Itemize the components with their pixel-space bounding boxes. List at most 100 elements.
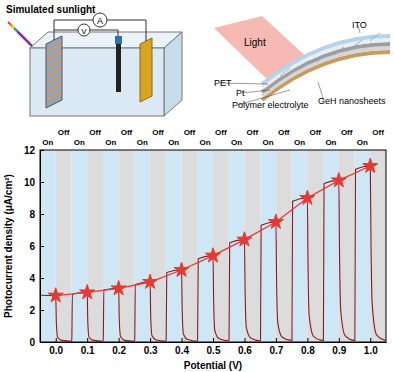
series-marker [174,262,189,276]
series-marker [48,288,63,302]
region-band [87,150,103,342]
series-marker [205,248,220,262]
device-layer [262,36,390,84]
ito-grid [334,47,344,55]
region-label: On [231,138,242,147]
region-label: Off [121,128,133,137]
photoanode-dot [54,78,57,81]
x-tick: 0.6 [238,338,252,356]
region-band [292,150,308,342]
y-tick: 4 [29,273,44,284]
x-tick-mark [56,338,57,342]
x-tick-label: 0.4 [175,345,189,356]
y-axis-title: Photocurrent density (μA/cm²) [3,174,14,318]
x-axis-title: Potential (V) [184,360,242,371]
x-tick-label: 0.7 [269,345,283,356]
x-tick: 1.0 [364,338,378,356]
x-tick: 0.0 [49,338,63,356]
region-label: On [262,138,273,147]
y-tick-label: 8 [29,209,35,220]
light-label: Light [244,37,266,48]
photoelectrochemical-cell: Simulated sunlightAV [6,4,182,116]
region-label: On [105,138,116,147]
x-tick-label: 0.3 [144,345,158,356]
y-tick: 12 [24,145,44,156]
series-marker [111,281,126,295]
y-tick-mark [40,246,44,247]
y-tick-mark [40,214,44,215]
x-tick: 0.4 [175,338,189,356]
region-band [103,150,119,342]
region-label: On [74,138,85,147]
region-band [56,150,72,342]
photoanode-dot [59,76,62,79]
photoanode-dot [49,57,52,60]
y-tick: 0 [29,337,44,348]
x-axis-line [41,342,387,343]
ito-grid [298,61,308,69]
region-label: Off [89,128,101,137]
photoanode-dot [54,62,57,65]
region-band [197,150,213,342]
voltmeter [78,24,90,36]
photoanode-dot [59,84,62,87]
flexible-device: LightITOPETPtPolymer electrolyteGeH nano… [214,16,390,110]
photoanode-dot [49,97,52,100]
series-marker [268,214,283,228]
voltmeter-label: V [81,27,87,36]
photoanode-dot [59,52,62,55]
region-band [150,150,166,342]
series-marker [237,232,252,246]
y-tick-mark [40,278,44,279]
x-tick-label: 0.9 [332,345,346,356]
layer-label: GeH nanosheets [318,96,386,106]
region-label: Off [247,128,259,137]
x-tick-mark [213,338,214,342]
plot-area [40,150,386,342]
y-axis: 024681012 [24,145,44,348]
figure: Simulated sunlightAVLightITOPETPtPolymer… [0,0,394,372]
x-tick-label: 0.2 [112,345,126,356]
y-tick-label: 0 [29,337,35,348]
region-label: Off [152,128,164,137]
x-tick-mark [276,338,277,342]
ammeter [93,13,107,27]
x-tick: 0.8 [301,338,315,356]
counter-electrode [140,38,152,102]
layer-label: ITO [352,20,367,30]
y-tick-mark [40,182,44,183]
region-label: Off [215,128,227,137]
photoanode-dot [49,49,52,52]
series-marker [80,285,95,299]
layer-label: Pt [236,88,245,98]
x-tick-mark [244,338,245,342]
region-label: Off [184,128,196,137]
y-tick-label: 6 [29,241,35,252]
region-band [276,150,292,342]
y-tick-label: 2 [29,305,35,316]
series-line [40,166,385,341]
x-tick-label: 0.5 [207,345,221,356]
layer-leader [242,90,270,93]
ito-grid [280,68,290,76]
region-band [355,150,371,342]
x-tick-mark [370,338,371,342]
x-tick-mark [307,338,308,342]
layer-label: Polymer electrolyte [232,100,309,110]
y-tick-label: 12 [24,145,36,156]
x-tick-mark [150,338,151,342]
ito-grid [370,33,380,41]
photoanode-dot [59,68,62,71]
x-tick: 0.9 [332,338,346,356]
x-tick-label: 0.1 [81,345,95,356]
x-tick: 0.2 [112,338,126,356]
region-band [213,150,229,342]
photoanode-dot [49,73,52,76]
ito-grid [316,54,326,62]
chart: 0.00.10.20.30.40.50.60.70.80.91.00246810… [3,128,387,371]
photoanode-dot [49,89,52,92]
y-tick-mark [40,150,44,151]
x-tick-mark [339,338,340,342]
x-tick-label: 0.0 [49,345,63,356]
region-band [71,150,87,342]
